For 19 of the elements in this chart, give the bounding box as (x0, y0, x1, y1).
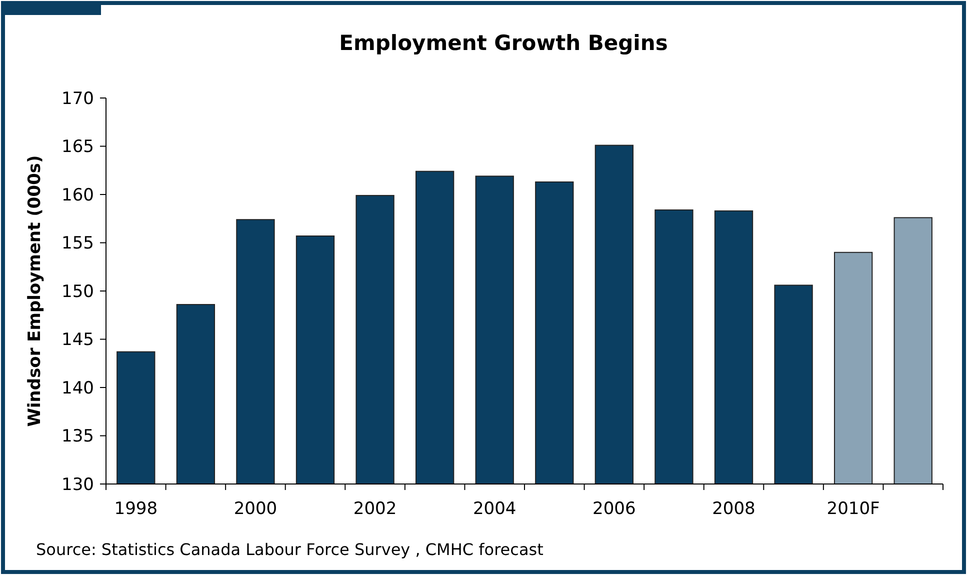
y-tick-label: 150 (62, 282, 94, 302)
source-note: Source: Statistics Canada Labour Force Survey , CMHC forecast (36, 540, 544, 559)
y-tick-label: 160 (62, 185, 94, 206)
y-tick-label: 145 (62, 330, 94, 350)
x-tick-label: 2000 (234, 499, 278, 519)
x-tick-label: 2004 (472, 499, 516, 519)
y-axis-title: Windsor Employment (000s) (25, 155, 45, 427)
y-tick-label: 170 (62, 88, 94, 109)
y-tick-label: 155 (62, 234, 94, 254)
x-tick-label: 2002 (353, 499, 397, 519)
x-tick-label: 2010F (826, 499, 880, 519)
y-tick-label: 135 (62, 426, 94, 447)
y-tick-label: 130 (62, 474, 94, 495)
x-tick-label: 2008 (712, 499, 756, 519)
x-tick-label: 2006 (592, 499, 636, 519)
y-tick-label: 140 (62, 378, 94, 398)
y-tick-label: 165 (62, 137, 94, 158)
x-tick-label: 1998 (114, 499, 158, 519)
chart-title: Employment Growth Begins (339, 31, 668, 55)
